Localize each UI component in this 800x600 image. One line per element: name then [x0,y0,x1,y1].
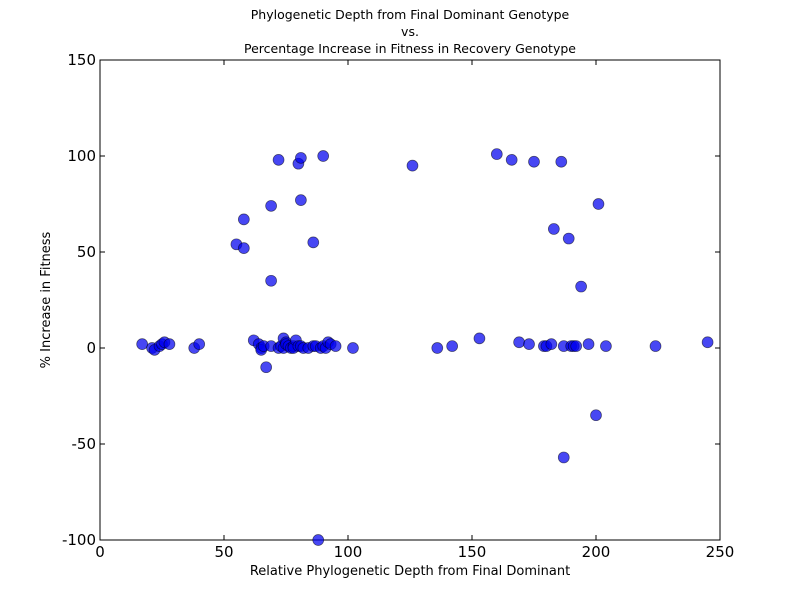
data-point [562,232,575,245]
data-point [473,332,486,345]
x-tick-label: 250 [706,543,735,561]
data-point [265,274,277,287]
data-point [575,280,587,293]
data-point [260,361,273,374]
data-point [193,338,206,351]
data-point [582,338,595,351]
data-point [406,159,419,172]
x-tick-label: 100 [334,543,363,561]
data-point [557,451,570,464]
y-tick-label: 0 [86,339,96,357]
data-point [545,338,558,351]
title-line-2: vs. [401,24,419,39]
data-point [163,338,176,351]
data-point [317,150,330,162]
data-point [431,342,444,354]
x-tick-label: 50 [214,543,233,561]
x-tick-label: 0 [95,543,105,561]
plot-area [99,59,721,541]
data-point [237,242,250,255]
data-point [600,340,612,352]
data-point [307,236,320,249]
data-point [295,152,307,164]
y-tick-label: -100 [62,531,96,549]
data-point [701,336,714,349]
data-point [513,336,525,349]
axis-ticks: 0 50 100 150 200 250 -100 -50 0 50 100 150 [62,51,734,561]
data-point [295,194,307,207]
y-tick-label: -50 [72,435,97,453]
data-point [528,155,540,168]
y-tick-label: 150 [67,51,96,69]
data-point [265,200,277,212]
title-line-3: Percentage Increase in Fitness in Recove… [244,41,576,56]
title-line-1: Phylogenetic Depth from Final Dominant G… [251,7,570,22]
data-point [446,340,459,352]
data-point [590,409,602,422]
chart-title: Phylogenetic Depth from Final Dominant G… [244,7,576,56]
data-point [490,148,503,160]
data-point [570,340,583,352]
data-point [136,338,149,351]
data-point [347,342,359,354]
data-point [649,340,662,352]
data-point [329,340,342,352]
x-axis-label: Relative Phylogenetic Depth from Final D… [250,564,570,579]
data-points [136,148,714,546]
data-point [523,338,535,351]
data-point [237,213,250,226]
data-point [547,223,560,235]
data-point [505,153,518,166]
data-point [592,198,605,210]
y-tick-label: 50 [77,243,96,261]
x-tick-label: 150 [458,543,487,561]
data-point [272,153,285,166]
data-point [555,155,568,168]
data-point [312,534,325,546]
y-axis-label: % Increase in Fitness [39,231,54,368]
x-tick-label: 200 [582,543,611,561]
y-tick-label: 100 [67,147,96,165]
